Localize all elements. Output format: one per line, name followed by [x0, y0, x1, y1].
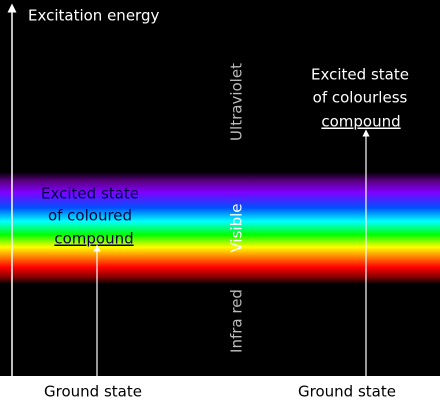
region-label: Visible	[228, 204, 246, 253]
ground-strip	[0, 376, 440, 405]
state-label: Excited state	[41, 185, 139, 203]
state-label: of colourless	[313, 89, 408, 107]
ground-label: Ground state	[44, 383, 142, 401]
region-label: Infra red	[228, 289, 246, 353]
state-label: Excited state	[311, 66, 409, 84]
state-label: compound	[54, 230, 133, 248]
ground-label: Ground state	[298, 383, 396, 401]
region-label: Ultraviolet	[228, 63, 246, 141]
axis-label: Excitation energy	[28, 7, 159, 25]
state-label: compound	[321, 113, 400, 131]
state-label: of coloured	[48, 207, 132, 225]
spectrum-band	[0, 172, 440, 284]
